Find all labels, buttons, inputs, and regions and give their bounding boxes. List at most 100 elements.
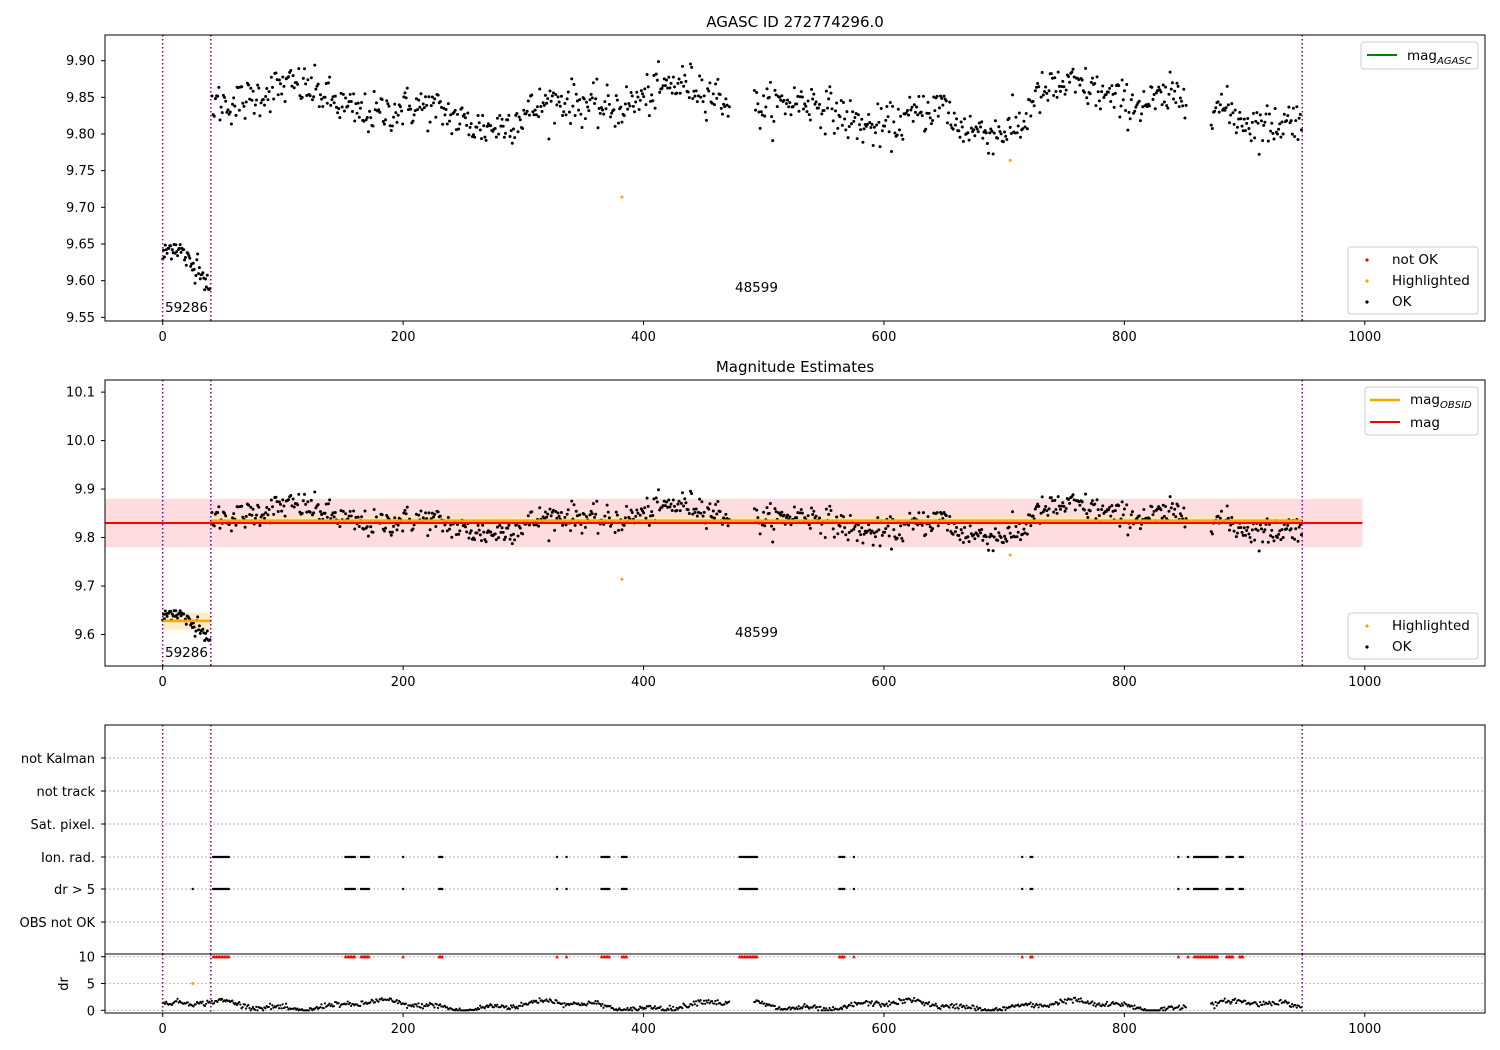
ok-point bbox=[204, 285, 208, 289]
ok-point bbox=[1019, 135, 1023, 139]
dr-point bbox=[1222, 999, 1225, 1002]
ok-point bbox=[197, 272, 201, 276]
ok-point bbox=[546, 97, 550, 101]
ok-point bbox=[503, 535, 507, 539]
dr-clipped-marker bbox=[1030, 954, 1034, 959]
ok-point bbox=[1233, 108, 1237, 112]
ok-point bbox=[567, 110, 571, 114]
ok-point bbox=[454, 128, 458, 132]
ok-point bbox=[236, 86, 240, 90]
dr-point bbox=[698, 1000, 701, 1003]
ok-point bbox=[1229, 113, 1233, 117]
ok-point bbox=[1235, 125, 1239, 129]
ok-point bbox=[396, 113, 400, 117]
ok-point bbox=[1240, 124, 1244, 128]
ok-point bbox=[719, 106, 723, 110]
ok-point bbox=[503, 131, 507, 135]
ok-point bbox=[1169, 87, 1173, 91]
ok-point bbox=[493, 532, 497, 536]
ok-point bbox=[555, 516, 559, 520]
ok-point bbox=[800, 95, 804, 99]
ok-point bbox=[277, 78, 281, 82]
flag-point bbox=[191, 887, 194, 891]
ok-point bbox=[968, 114, 972, 118]
flag-point bbox=[565, 855, 568, 859]
ok-point bbox=[538, 506, 542, 510]
ok-point bbox=[466, 111, 470, 115]
highlighted-point bbox=[1008, 158, 1012, 162]
ok-point bbox=[352, 92, 356, 96]
dr-point bbox=[1063, 998, 1066, 1001]
ok-point bbox=[1035, 85, 1038, 89]
dr-point bbox=[957, 1007, 960, 1010]
ok-point bbox=[606, 94, 610, 98]
ok-point bbox=[420, 108, 424, 112]
ok-point bbox=[331, 511, 335, 515]
ok-point bbox=[1109, 514, 1113, 518]
ok-point bbox=[1263, 120, 1267, 124]
dr-point bbox=[1103, 1004, 1106, 1007]
ok-point bbox=[1016, 124, 1020, 128]
ok-point bbox=[599, 106, 603, 110]
dr-point bbox=[841, 1007, 844, 1011]
ok-point bbox=[1126, 533, 1130, 537]
ok-point bbox=[176, 254, 180, 258]
dr-point bbox=[713, 1002, 716, 1005]
x-tick-label: 200 bbox=[391, 675, 416, 690]
ok-point bbox=[545, 515, 549, 519]
ok-point bbox=[693, 94, 697, 98]
ok-point bbox=[349, 514, 353, 518]
y-tick-label: 10.1 bbox=[66, 386, 95, 401]
dr-point bbox=[505, 1005, 508, 1008]
dr-point bbox=[231, 999, 234, 1002]
ok-point bbox=[873, 131, 877, 135]
ok-point bbox=[1240, 530, 1244, 534]
ok-point bbox=[346, 104, 350, 108]
ok-point bbox=[1108, 86, 1112, 90]
dr-point bbox=[1269, 1002, 1272, 1005]
ok-point bbox=[1286, 114, 1290, 118]
ok-point bbox=[274, 71, 278, 75]
ok-point bbox=[485, 124, 489, 128]
ok-point bbox=[692, 507, 696, 511]
ok-point bbox=[670, 91, 674, 95]
ok-point bbox=[770, 524, 774, 528]
ok-point bbox=[684, 79, 688, 83]
panel1-annotation-48599: 48599 bbox=[735, 280, 778, 296]
flag-point bbox=[1030, 855, 1034, 859]
ok-point bbox=[1290, 132, 1294, 136]
ok-point bbox=[163, 243, 167, 247]
ok-point bbox=[328, 75, 332, 79]
ok-point bbox=[468, 531, 472, 535]
ok-point bbox=[377, 108, 381, 112]
ok-point bbox=[1256, 121, 1260, 125]
ok-point bbox=[281, 75, 285, 79]
ok-point bbox=[1046, 98, 1050, 102]
ok-point bbox=[372, 507, 376, 511]
legend-mag-label: mag bbox=[1410, 415, 1440, 431]
ok-point bbox=[371, 124, 375, 128]
ok-point bbox=[677, 499, 681, 503]
ok-point bbox=[1267, 112, 1271, 116]
ok-point bbox=[646, 85, 650, 89]
ok-point bbox=[1145, 105, 1149, 109]
ok-point bbox=[1226, 516, 1230, 520]
dr-point bbox=[1039, 1003, 1042, 1006]
ok-point bbox=[1110, 84, 1114, 88]
dr-point bbox=[873, 1003, 876, 1006]
ok-point bbox=[1102, 96, 1106, 100]
ok-point bbox=[412, 113, 416, 117]
dr-point bbox=[332, 1005, 336, 1008]
flag-point bbox=[401, 887, 405, 891]
ok-point bbox=[419, 92, 423, 96]
ok-point bbox=[1126, 128, 1130, 132]
ok-point bbox=[1162, 100, 1166, 104]
ok-point bbox=[1041, 510, 1045, 514]
ok-point bbox=[683, 73, 687, 77]
ok-point bbox=[622, 523, 626, 527]
ok-point bbox=[786, 513, 790, 517]
ok-point bbox=[1261, 139, 1265, 143]
ok-point bbox=[691, 97, 695, 101]
ok-point bbox=[827, 97, 831, 101]
dr-point bbox=[1031, 1003, 1034, 1006]
